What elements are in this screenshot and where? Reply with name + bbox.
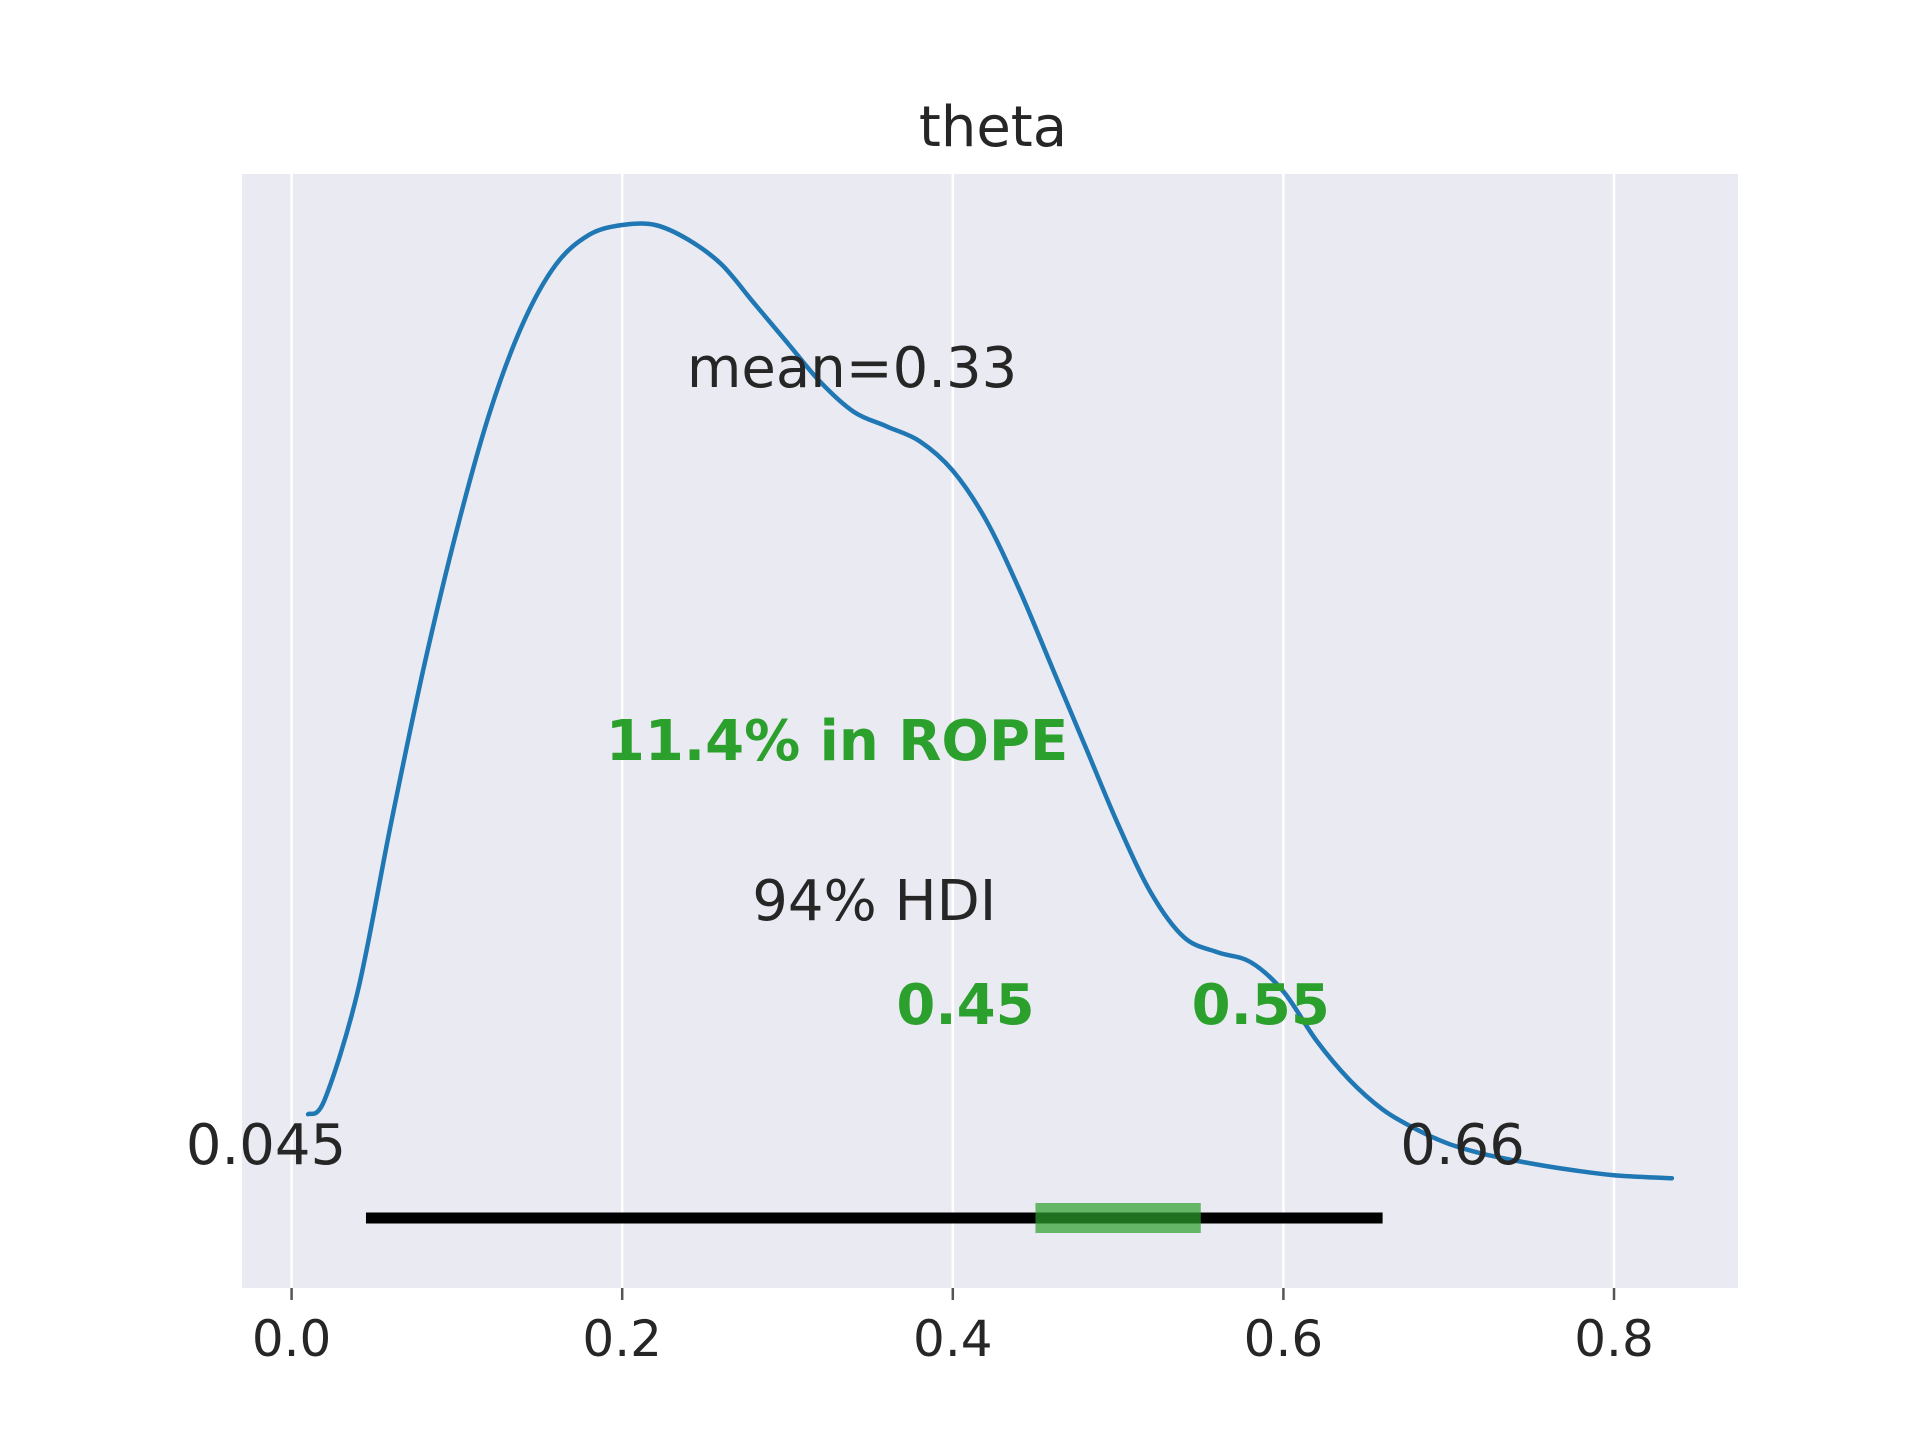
density-curve bbox=[305, 221, 1675, 1181]
hdi-label: 94% HDI bbox=[752, 869, 996, 934]
rope-low-label: 0.45 bbox=[896, 973, 1034, 1038]
rope-high-label: 0.55 bbox=[1192, 973, 1330, 1038]
x-tick-label-4: 0.8 bbox=[1574, 1310, 1654, 1368]
gridlines bbox=[290, 174, 1616, 1288]
mean-label: mean=0.33 bbox=[687, 336, 1017, 401]
hdi-low-label: 0.045 bbox=[186, 1113, 346, 1178]
rope-percent-label: 11.4% in ROPE bbox=[606, 709, 1068, 774]
hdi-high-label: 0.66 bbox=[1400, 1113, 1525, 1178]
x-axis: 0.0 0.2 0.4 0.6 0.8 bbox=[252, 1288, 1654, 1368]
x-tick-label-1: 0.2 bbox=[582, 1310, 662, 1368]
x-tick-label-0: 0.0 bbox=[252, 1310, 332, 1368]
plot-area bbox=[242, 174, 1738, 1288]
x-tick-label-3: 0.6 bbox=[1244, 1310, 1324, 1368]
x-tick-label-2: 0.4 bbox=[913, 1310, 993, 1368]
chart-title: theta bbox=[919, 95, 1067, 160]
